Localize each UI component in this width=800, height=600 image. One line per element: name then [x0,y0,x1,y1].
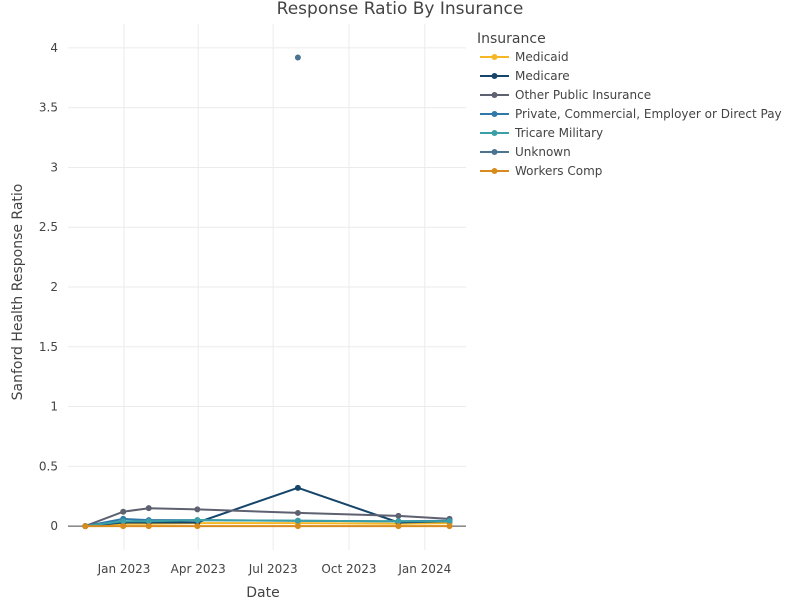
chart-title: Response Ratio By Insurance [277,0,524,19]
legend-label: Private, Commercial, Employer or Direct … [515,107,782,121]
series-tricare-military [82,517,453,530]
data-point [395,518,402,525]
legend-label: Unknown [515,145,571,159]
data-point [446,523,453,530]
legend-item-tricare-military: Tricare Military [480,126,603,140]
data-point [194,506,201,513]
legend-title: Insurance [477,31,546,47]
x-tick-label: Jul 2023 [248,562,298,576]
y-tick-label: 2.5 [39,220,58,234]
y-axis-title: Sanford Health Response Ratio [10,184,26,401]
y-tick-label: 2 [50,280,58,294]
data-point [294,484,301,491]
data-point [120,523,127,530]
data-point [145,505,152,512]
data-point [145,523,152,530]
series-layer [82,54,453,530]
y-tick-label: 4 [50,41,58,55]
axis-layer: 0 0.5 1 1.5 2 2.5 3 3.5 4 Jan 2023 Apr 2023 Jul 202… [39,41,451,576]
y-tick-label: 3.5 [39,101,58,115]
data-point [145,518,152,525]
y-tick-label: 1 [50,400,58,414]
data-point [446,518,453,525]
legend-swatch-marker [491,149,498,155]
legend-label: Other Public Insurance [515,88,651,102]
legend-item-medicare: Medicare [480,69,570,83]
legend-label: Tricare Military [514,126,603,140]
data-point [294,509,301,516]
data-point [294,517,301,524]
legend-item-workers-comp: Workers Comp [480,164,602,178]
x-tick-label: Jan 2024 [397,562,451,576]
data-point [120,508,127,515]
series-unknown [294,54,301,61]
x-tick-label: Oct 2023 [321,562,376,576]
x-tick-label: Apr 2023 [171,562,226,576]
legend-swatch-marker [491,92,498,98]
data-point [294,523,301,530]
legend-label: Workers Comp [515,164,602,178]
data-point [194,517,201,524]
data-point [82,523,89,530]
legend-label: Medicare [515,69,570,83]
legend-swatch-marker [491,73,498,79]
y-tick-label: 1.5 [39,340,58,354]
data-point [120,518,127,525]
legend-swatch-marker [491,54,498,60]
legend-item-private-commercial-employer-or-direct-pay: Private, Commercial, Employer or Direct … [480,107,782,121]
legend-swatch-marker [491,111,498,117]
y-tick-label: 3 [50,160,58,174]
legend-swatch-marker [491,168,498,174]
data-point [395,523,402,530]
x-tick-label: Jan 2023 [97,562,151,576]
x-axis-title: Date [246,585,279,600]
data-point [294,54,301,61]
legend-item-unknown: Unknown [480,145,571,159]
legend-item-other-public-insurance: Other Public Insurance [480,88,651,102]
legend-label: Medicaid [515,50,569,64]
legend-swatch-marker [491,130,498,136]
legend: Insurance Medicaid Medicare Other Public I… [477,31,782,178]
y-tick-label: 0.5 [39,459,58,473]
grid-layer [68,24,466,550]
data-point [395,512,402,519]
data-point [194,523,201,530]
series-workers-comp [82,523,453,530]
legend-item-medicaid: Medicaid [480,50,569,64]
y-tick-label: 0 [50,519,58,533]
